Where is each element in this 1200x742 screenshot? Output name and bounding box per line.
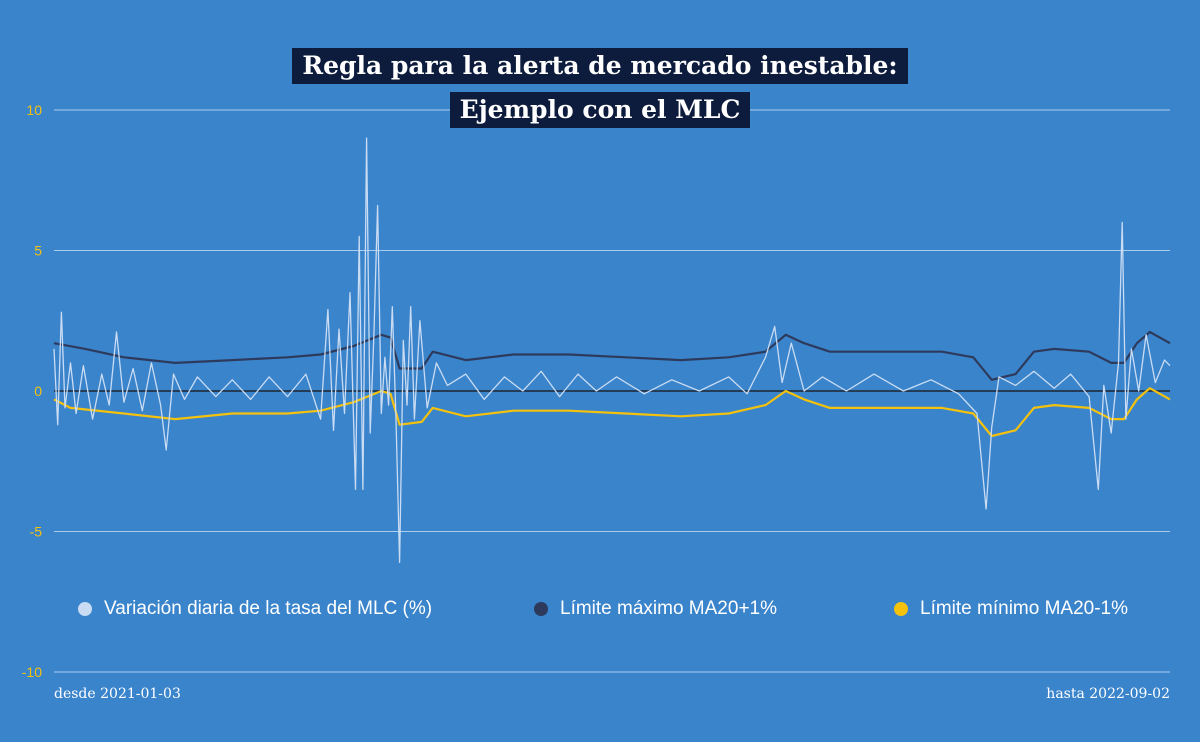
- legend-marker-max: [534, 602, 548, 616]
- legend-item-min[interactable]: Límite mínimo MA20-1%: [894, 598, 1128, 620]
- grid-layer: [54, 109, 1170, 673]
- legend-item-max[interactable]: Límite máximo MA20+1%: [534, 598, 777, 620]
- legend-label-max: Límite máximo MA20+1%: [560, 598, 777, 619]
- y-tick-label: -5: [30, 524, 43, 540]
- series-layer: [53, 137, 1171, 564]
- chart-title: Regla para la alerta de mercado inestabl…: [0, 48, 1200, 128]
- series-max-line: [53, 330, 1171, 381]
- y-tick-label: 0: [34, 383, 42, 399]
- y-tick-label: -10: [22, 664, 42, 680]
- chart-title-line-2: Ejemplo con el MLC: [449, 92, 751, 128]
- legend: Variación diaria de la tasa del MLC (%) …: [0, 598, 1200, 626]
- legend-marker-variacion: [78, 602, 92, 616]
- y-tick-label: 5: [34, 243, 42, 259]
- legend-label-min: Límite mínimo MA20-1%: [920, 598, 1129, 619]
- footer-end-date: hasta 2022-09-02: [1046, 686, 1170, 702]
- y-axis: 10 5 0 -5 -10: [22, 102, 42, 680]
- legend-label-variacion: Variación diaria de la tasa del MLC (%): [104, 598, 433, 619]
- legend-item-variacion[interactable]: Variación diaria de la tasa del MLC (%): [78, 598, 432, 620]
- chart-title-line-1: Regla para la alerta de mercado inestabl…: [292, 48, 908, 84]
- footer-start-date: desde 2021-01-03: [54, 686, 181, 702]
- series-variacion-line: [53, 137, 1171, 564]
- y-tick-label: 10: [26, 102, 42, 118]
- legend-marker-min: [894, 602, 908, 616]
- series-min-line: [53, 387, 1171, 438]
